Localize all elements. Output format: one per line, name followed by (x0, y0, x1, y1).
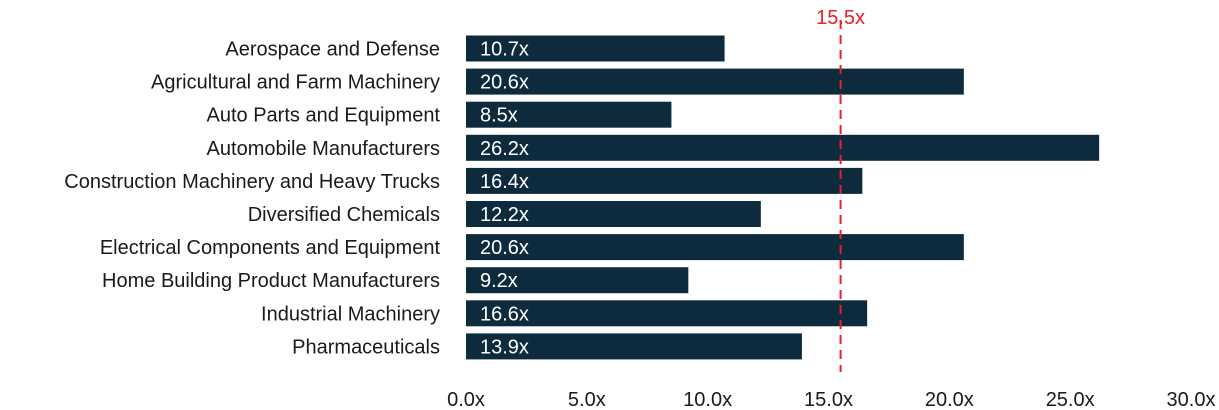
bar (466, 35, 725, 62)
x-tick-label: 25.0x (1046, 389, 1095, 410)
category-label: Industrial Machinery (261, 303, 440, 325)
bar (466, 167, 863, 194)
category-label: Pharmaceuticals (292, 336, 440, 358)
category-label: Automobile Manufacturers (207, 138, 440, 160)
bar-value-label: 9.2x (480, 270, 518, 292)
bar-value-label: 16.4x (480, 171, 529, 193)
bar-value-label: 20.6x (480, 72, 529, 94)
x-tick-label: 0.0x (447, 389, 485, 410)
bar-value-label: 20.6x (480, 237, 529, 259)
bar-value-label: 26.2x (480, 138, 529, 160)
x-tick-label: 30.0x (1167, 389, 1216, 410)
category-label: Aerospace and Defense (225, 39, 440, 61)
reference-line-label: 15.5x (816, 7, 865, 29)
x-tick-label: 10.0x (683, 389, 732, 410)
category-label: Auto Parts and Equipment (207, 105, 441, 127)
bar (466, 68, 964, 95)
category-label: Construction Machinery and Heavy Trucks (64, 171, 440, 193)
bar (466, 101, 672, 128)
bar-value-label: 10.7x (480, 39, 529, 61)
x-tick-label: 20.0x (925, 389, 974, 410)
bar-value-label: 12.2x (480, 204, 529, 226)
bar (466, 333, 802, 360)
bar (466, 300, 868, 327)
category-label: Electrical Components and Equipment (100, 237, 441, 259)
bar (466, 234, 964, 261)
category-label: Home Building Product Manufacturers (102, 270, 440, 292)
x-tick-label: 15.0x (804, 389, 853, 410)
bar-value-label: 8.5x (480, 105, 518, 127)
bar (466, 134, 1100, 161)
category-label: Agricultural and Farm Machinery (151, 72, 440, 94)
bar (466, 267, 689, 294)
bar (466, 201, 761, 227)
x-tick-label: 5.0x (568, 389, 606, 410)
bar-value-label: 13.9x (480, 336, 529, 358)
category-label: Diversified Chemicals (248, 204, 440, 226)
bar-value-label: 16.6x (480, 303, 529, 325)
